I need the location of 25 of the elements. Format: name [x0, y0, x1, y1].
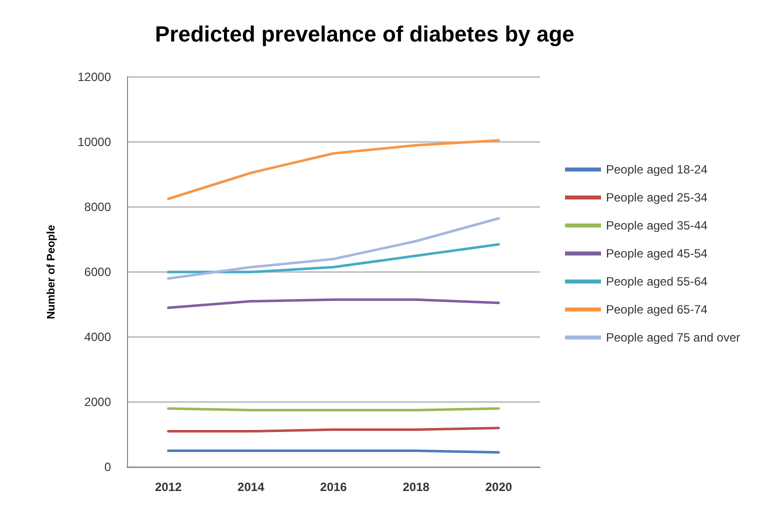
y-tick-label: 2000 [84, 395, 112, 409]
legend-label: People aged 35-44 [606, 218, 708, 232]
y-tick-label: 8000 [84, 200, 112, 214]
legend-label: People aged 25-34 [606, 190, 708, 204]
x-tick-label: 2016 [320, 480, 348, 494]
y-tick-label: 6000 [84, 265, 112, 279]
x-tick-label: 2020 [485, 480, 512, 494]
chart-title: Predicted prevelance of diabetes by age [155, 22, 574, 46]
legend-label: People aged 75 and over [606, 330, 740, 344]
y-tick-label: 0 [104, 460, 112, 474]
x-tick-label: 2012 [154, 480, 182, 494]
y-tick-label: 10000 [78, 135, 112, 149]
y-axis-title: Number of People [46, 224, 58, 320]
legend-label: People aged 65-74 [606, 302, 708, 316]
legend-label: People aged 45-54 [606, 246, 708, 260]
y-tick-label: 4000 [84, 330, 112, 344]
line-series [167, 243, 500, 274]
line-series [167, 298, 500, 309]
x-tick-label: 2018 [402, 480, 430, 494]
y-tick-label: 12000 [78, 70, 112, 84]
x-tick-label: 2014 [238, 480, 265, 494]
line-series [167, 217, 500, 280]
line-series [167, 139, 500, 200]
legend-label: People aged 18-24 [606, 162, 708, 176]
legend-label: People aged 55-64 [606, 274, 708, 288]
